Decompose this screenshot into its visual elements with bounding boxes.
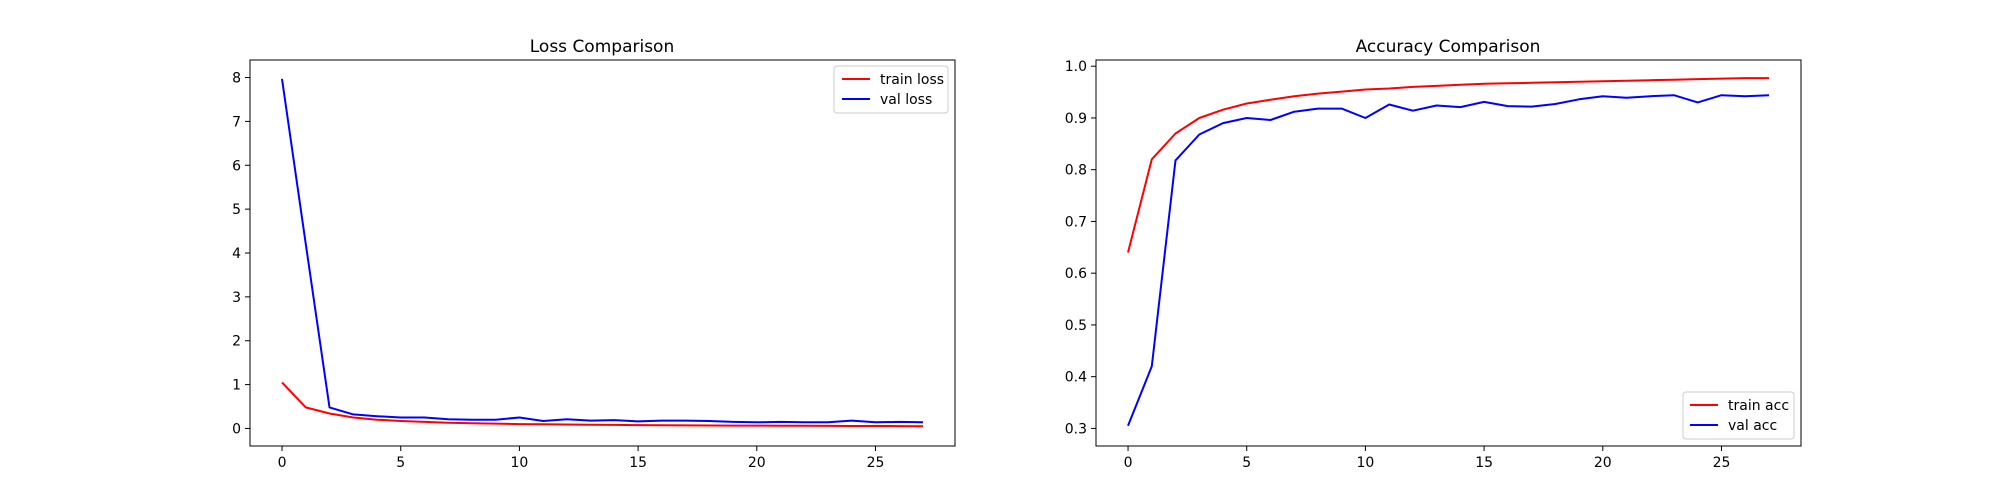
- accuracy-legend-label-train: train acc: [1728, 398, 1789, 414]
- accuracy-y-tick-label: 0.5: [1065, 318, 1087, 334]
- loss-legend: train loss val loss: [833, 65, 949, 114]
- accuracy-x-tick-label: 5: [1242, 455, 1251, 471]
- accuracy-axes-frame: [1095, 59, 1802, 447]
- loss-legend-box: [833, 65, 949, 114]
- accuracy-legend-label-val: val acc: [1728, 418, 1777, 434]
- loss-x-tick-label: 10: [511, 455, 529, 471]
- loss-y-tick-label: 0: [232, 421, 241, 437]
- accuracy-y-tick-label: 0.3: [1065, 421, 1087, 437]
- accuracy-y-tick-label: 0.7: [1065, 214, 1087, 230]
- loss-y-tick-label: 4: [232, 246, 241, 262]
- accuracy-x-tick-label: 0: [1124, 455, 1133, 471]
- loss-y-tick-label: 6: [232, 158, 241, 174]
- accuracy-series-line-0: [1127, 77, 1769, 253]
- accuracy-chart: Accuracy Comparison 0 5 10 15 20 25 0.3 0.4 0.5…: [1065, 37, 1802, 471]
- accuracy-y-tick-label: 0.4: [1065, 370, 1087, 386]
- loss-y-axis: 0 1 2 3 4 5 6 7 8: [232, 71, 250, 437]
- loss-x-tick-label: 25: [867, 455, 885, 471]
- accuracy-y-tick-label: 0.6: [1065, 266, 1087, 282]
- loss-y-tick-label: 7: [232, 114, 241, 130]
- accuracy-chart-title: Accuracy Comparison: [1356, 37, 1541, 57]
- accuracy-y-tick-label: 0.9: [1065, 111, 1087, 127]
- loss-y-tick-label: 2: [232, 334, 241, 350]
- loss-y-tick-label: 5: [232, 202, 241, 218]
- loss-x-tick-label: 0: [278, 455, 287, 471]
- loss-chart: Loss Comparison 0 5 10 15 20 25 0 1 2 3 4 5 6 7 8 tra…: [232, 37, 956, 471]
- accuracy-legend: train acc val acc: [1682, 391, 1795, 440]
- accuracy-y-tick-label: 1.0: [1065, 59, 1087, 75]
- accuracy-x-tick-label: 15: [1475, 455, 1493, 471]
- accuracy-y-axis: 0.3 0.4 0.5 0.6 0.7 0.8 0.9 1.0: [1065, 59, 1096, 437]
- accuracy-x-axis: 0 5 10 15 20 25: [1124, 446, 1731, 471]
- loss-axes-frame: [249, 59, 956, 447]
- loss-legend-label-train: train loss: [880, 72, 944, 88]
- loss-y-tick-label: 3: [232, 290, 241, 306]
- loss-x-axis: 0 5 10 15 20 25: [278, 446, 885, 471]
- accuracy-series-line-1: [1127, 94, 1770, 427]
- accuracy-x-tick-label: 20: [1594, 455, 1612, 471]
- loss-chart-title: Loss Comparison: [530, 37, 674, 57]
- accuracy-x-tick-label: 25: [1713, 455, 1731, 471]
- loss-plot-area: [281, 78, 924, 428]
- accuracy-x-tick-label: 10: [1357, 455, 1375, 471]
- loss-series-line-0: [281, 381, 924, 428]
- accuracy-y-tick-label: 0.8: [1065, 163, 1087, 179]
- accuracy-plot-area: [1127, 77, 1770, 427]
- accuracy-legend-box: [1682, 391, 1795, 440]
- loss-x-tick-label: 15: [629, 455, 647, 471]
- loss-y-tick-label: 1: [232, 378, 241, 394]
- loss-x-tick-label: 5: [396, 455, 405, 471]
- loss-legend-label-val: val loss: [880, 92, 932, 108]
- loss-x-tick-label: 20: [748, 455, 766, 471]
- loss-series-line-1: [281, 78, 924, 424]
- loss-y-tick-label: 8: [232, 71, 241, 87]
